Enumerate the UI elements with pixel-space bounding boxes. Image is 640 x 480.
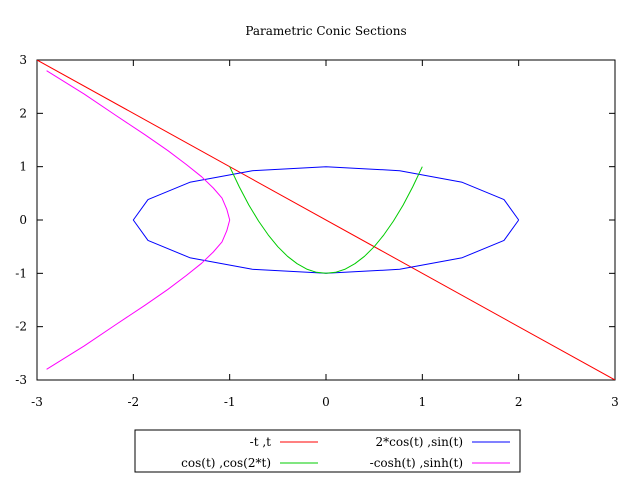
y-tick-label: -2 [15, 320, 27, 334]
legend-box [134, 429, 521, 473]
y-tick-label: -3 [15, 373, 27, 387]
legend: -t ,t 2*cos(t) ,sin(t) cos(t) ,cos(2*t) -co… [134, 429, 521, 473]
legend-label: -t ,t [250, 435, 272, 449]
series-ellipse [132, 166, 520, 274]
series-hyperbola [46, 70, 231, 370]
x-tick-label: 3 [611, 395, 619, 409]
y-tick-label: 1 [19, 160, 27, 174]
y-tick-label: 2 [19, 106, 27, 120]
y-tick-label: -1 [15, 266, 27, 280]
y-tick-label: 0 [19, 213, 27, 227]
legend-label: 2*cos(t) ,sin(t) [376, 435, 463, 449]
legend-label: cos(t) ,cos(2*t) [181, 456, 271, 470]
series-line-minus-t [37, 60, 615, 380]
x-tick-label: -1 [224, 395, 236, 409]
x-tick-label: 2 [515, 395, 523, 409]
y-tick-label: 3 [19, 53, 27, 67]
x-tick-label: -3 [31, 395, 43, 409]
x-tick-label: -2 [127, 395, 139, 409]
legend-label: -cosh(t) ,sinh(t) [370, 456, 463, 470]
series-parabola [229, 166, 423, 274]
x-tick-label: 0 [322, 395, 330, 409]
chart-title: Parametric Conic Sections [245, 24, 406, 38]
plot-area: -3 -2 -1 0 1 2 3 -3 -2 -1 0 1 2 3 [15, 53, 619, 409]
x-tick-label: 1 [419, 395, 427, 409]
